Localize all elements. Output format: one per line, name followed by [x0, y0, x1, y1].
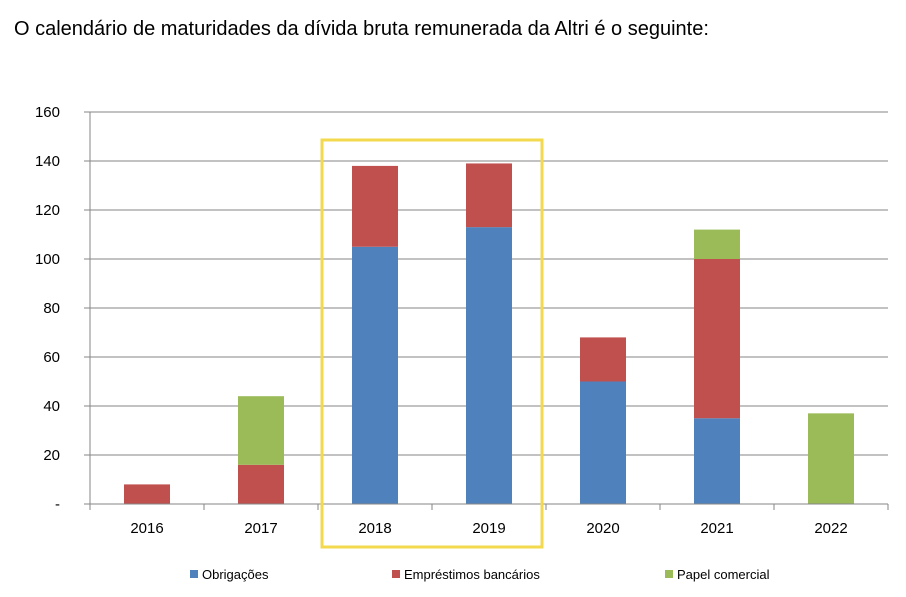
bar-2021-obriga-es [694, 418, 740, 504]
x-tick-label: 2017 [244, 520, 277, 537]
y-tick-label: 60 [43, 349, 60, 366]
x-tick-label: 2018 [358, 520, 391, 537]
y-tick-label: 100 [35, 251, 60, 268]
x-tick-label: 2021 [700, 520, 733, 537]
legend-label-empr-stimos-banc-rios: Empréstimos bancários [404, 567, 540, 582]
y-tick-label: - [55, 496, 60, 513]
y-tick-label: 120 [35, 202, 60, 219]
y-tick-label: 140 [35, 153, 60, 170]
legend-swatch-papel-comercial [665, 570, 673, 578]
legend: Obrigações Empréstimos bancários Papel com… [190, 567, 770, 582]
y-axis-labels: - 20 40 60 80 100 120 140 160 [35, 104, 60, 513]
x-tick-label: 2019 [472, 520, 505, 537]
y-tick-label: 40 [43, 398, 60, 415]
bar-2022-papel-comercial [808, 413, 854, 504]
legend-label-papel-comercial: Papel comercial [677, 567, 770, 582]
y-tick-label: 160 [35, 104, 60, 121]
legend-swatch-obriga-es [190, 570, 198, 578]
bar-2018-empr-stimos-banc-rios [352, 166, 398, 247]
bar-2019-obriga-es [466, 227, 512, 504]
bar-2021-empr-stimos-banc-rios [694, 259, 740, 418]
y-tick-label: 20 [43, 447, 60, 464]
maturity-chart: -20406080100120140160 201620172018201920… [0, 0, 906, 597]
bar-2017-empr-stimos-banc-rios [238, 465, 284, 504]
x-tick-label: 2020 [586, 520, 619, 537]
bar-2016-empr-stimos-banc-rios [124, 484, 170, 504]
bars [124, 163, 854, 504]
x-tick-label: 2016 [130, 520, 163, 537]
bar-2019-empr-stimos-banc-rios [466, 163, 512, 227]
x-axis-labels: 2016 2017 2018 2019 2020 2021 2022 [130, 520, 847, 537]
bar-2020-obriga-es [580, 382, 626, 505]
y-tick-label: 80 [43, 300, 60, 317]
legend-swatch-empr-stimos-banc-rios [392, 570, 400, 578]
bar-2020-empr-stimos-banc-rios [580, 337, 626, 381]
bar-2021-papel-comercial [694, 230, 740, 259]
bar-2017-papel-comercial [238, 396, 284, 465]
legend-label-obriga-es: Obrigações [202, 567, 269, 582]
x-tick-label: 2022 [814, 520, 847, 537]
bar-2018-obriga-es [352, 247, 398, 504]
